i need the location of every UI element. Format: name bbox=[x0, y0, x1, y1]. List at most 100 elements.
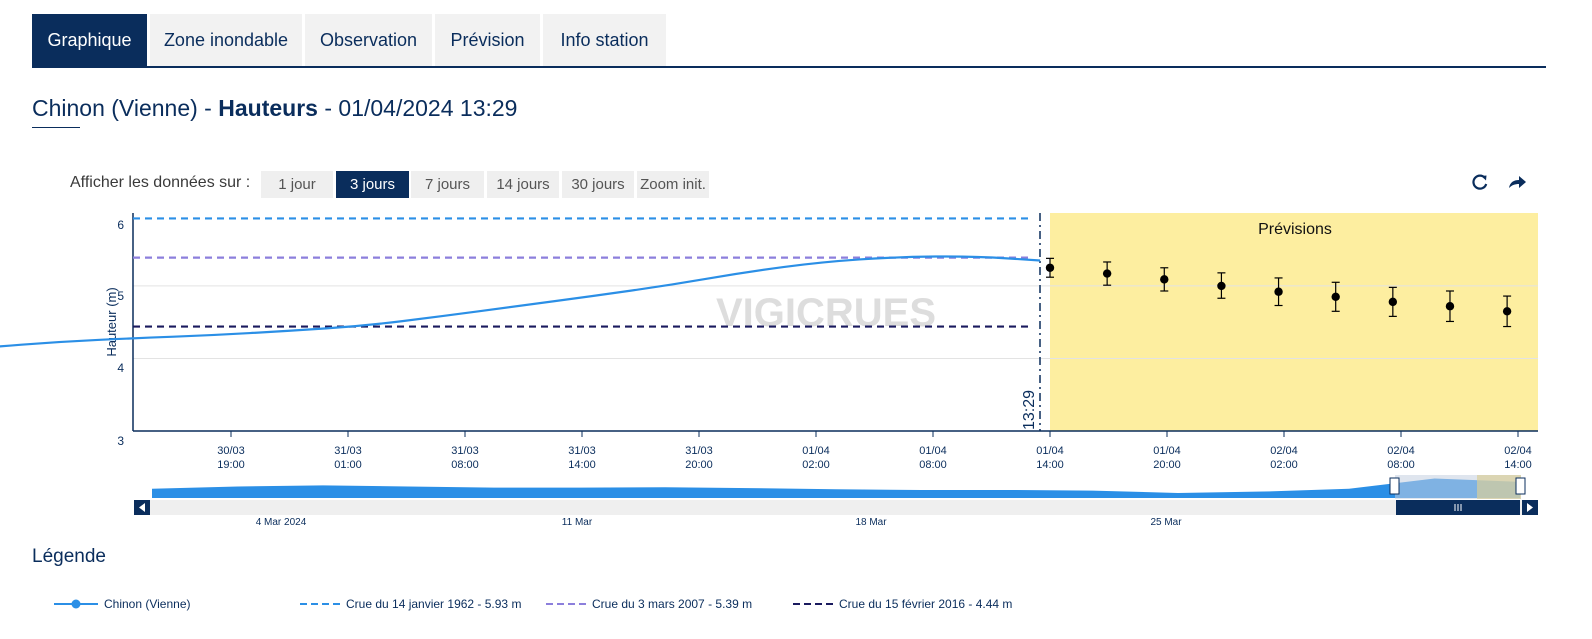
y-tick-label: 3 bbox=[117, 434, 124, 448]
x-tick-label: 02/04 bbox=[1387, 445, 1415, 457]
zoom-init-button[interactable]: Zoom init. bbox=[637, 171, 709, 198]
legend-item-chinon[interactable]: Chinon (Vienne) bbox=[54, 596, 191, 612]
forecast-marker bbox=[1102, 269, 1112, 278]
x-tick-label: 20:00 bbox=[685, 459, 713, 471]
legend-label: Crue du 14 janvier 1962 - 5.93 m bbox=[346, 597, 522, 611]
x-tick-label: 08:00 bbox=[1387, 459, 1415, 471]
x-tick-labels: 30/03 19:00 31/03 01:00 31/03 08:00 31/03 14:00… bbox=[217, 431, 1532, 471]
legend-item-crue-1962[interactable]: Crue du 14 janvier 1962 - 5.93 m bbox=[300, 596, 521, 612]
tab-zone-inondable[interactable]: Zone inondable bbox=[150, 14, 302, 66]
y-gridlines bbox=[133, 285, 1538, 359]
x-tick-label: 02/04 bbox=[1504, 445, 1532, 457]
tab-prevision[interactable]: Prévision bbox=[435, 14, 540, 66]
measure-name: Hauteurs bbox=[218, 95, 318, 121]
forecast-label: Prévisions bbox=[1258, 221, 1332, 238]
x-tick-label: 01/04 bbox=[802, 445, 830, 457]
refresh-icon[interactable] bbox=[1469, 171, 1491, 193]
observed-series-line bbox=[0, 255, 1041, 348]
forecast-marker bbox=[1502, 307, 1512, 316]
x-tick-label: 02:00 bbox=[1270, 459, 1298, 471]
forecast-marker bbox=[1160, 275, 1169, 284]
tab-info-station[interactable]: Info station bbox=[543, 14, 666, 66]
forecast-marker bbox=[1217, 281, 1226, 291]
forecast-marker bbox=[1045, 263, 1055, 272]
y-axis-label: Hauteur (m) bbox=[104, 287, 119, 356]
range-1-jour-button[interactable]: 1 jour bbox=[261, 171, 333, 198]
x-tick-label: 01/04 bbox=[1036, 445, 1064, 457]
x-tick-label: 02/04 bbox=[1270, 445, 1298, 457]
range-label: Afficher les données sur : bbox=[70, 174, 251, 191]
navigator-label: 25 Mar bbox=[1150, 517, 1182, 528]
legend-line-marker-icon bbox=[54, 599, 98, 609]
forecast-point[interactable] bbox=[1388, 286, 1398, 317]
x-tick-label: 02:00 bbox=[802, 459, 830, 471]
station-name: Chinon (Vienne) bbox=[32, 95, 198, 121]
forecast-point[interactable] bbox=[1045, 257, 1055, 278]
range-14-jours-button[interactable]: 14 jours bbox=[487, 171, 559, 198]
x-tick-label: 08:00 bbox=[919, 459, 947, 471]
legend-item-crue-2007[interactable]: Crue du 3 mars 2007 - 5.39 m bbox=[546, 596, 752, 612]
arrow-left-icon bbox=[139, 503, 145, 512]
forecast-points bbox=[1045, 257, 1512, 328]
x-tick-label: 08:00 bbox=[451, 459, 479, 471]
x-tick-label: 31/03 bbox=[568, 445, 596, 457]
legend-dashed-line-icon bbox=[300, 603, 340, 605]
legend-title: Légende bbox=[32, 546, 106, 567]
forecast-point[interactable] bbox=[1102, 261, 1112, 286]
tab-graphique[interactable]: Graphique bbox=[32, 14, 147, 66]
y-tick-label: 5 bbox=[117, 289, 124, 303]
forecast-marker bbox=[1274, 287, 1283, 296]
navigator-handle-right[interactable] bbox=[1515, 477, 1526, 495]
navigator-forecast-zone bbox=[1477, 475, 1521, 499]
x-tick-label: 01:00 bbox=[334, 459, 362, 471]
y-tick-label: 4 bbox=[117, 361, 124, 375]
legend-label: Crue du 15 février 2016 - 4.44 m bbox=[839, 597, 1013, 611]
forecast-point[interactable] bbox=[1502, 295, 1512, 328]
range-3-jours-button[interactable]: 3 jours bbox=[336, 171, 409, 198]
y-tick-labels: 6 5 4 3 bbox=[117, 218, 124, 448]
now-label: 13:29 bbox=[1021, 390, 1038, 430]
range-30-jours-button[interactable]: 30 jours bbox=[562, 171, 634, 198]
page-title: Chinon (Vienne) - Hauteurs - 01/04/2024 … bbox=[32, 95, 517, 122]
navigator-series-area bbox=[152, 478, 1520, 498]
forecast-point[interactable] bbox=[1217, 272, 1226, 299]
legend-label: Chinon (Vienne) bbox=[104, 597, 191, 611]
forecast-point[interactable] bbox=[1445, 290, 1455, 323]
range-7-jours-button[interactable]: 7 jours bbox=[411, 171, 484, 198]
x-tick-label: 31/03 bbox=[334, 445, 362, 457]
x-tick-label: 30/03 bbox=[217, 445, 245, 457]
forecast-point[interactable] bbox=[1274, 277, 1283, 307]
x-tick-label: 01/04 bbox=[919, 445, 947, 457]
forecast-zone bbox=[1050, 213, 1538, 431]
legend-dashed-line-icon bbox=[546, 603, 586, 605]
tab-bar: Graphique Zone inondable Observation Pré… bbox=[32, 14, 1546, 68]
navigator-label: 18 Mar bbox=[855, 517, 887, 528]
x-tick-label: 14:00 bbox=[568, 459, 596, 471]
x-tick-label: 20:00 bbox=[1153, 459, 1181, 471]
grip-icon bbox=[1454, 504, 1462, 511]
legend-item-crue-2016[interactable]: Crue du 15 février 2016 - 4.44 m bbox=[793, 596, 1012, 612]
forecast-marker bbox=[1388, 297, 1398, 307]
forecast-marker bbox=[1445, 302, 1455, 311]
forecast-point[interactable] bbox=[1160, 267, 1169, 292]
y-tick-label: 6 bbox=[117, 218, 124, 232]
navigator-label: 4 Mar 2024 bbox=[256, 517, 307, 528]
tab-observation[interactable]: Observation bbox=[305, 14, 432, 66]
x-tick-label: 14:00 bbox=[1504, 459, 1532, 471]
title-datetime: 01/04/2024 13:29 bbox=[338, 95, 518, 121]
x-tick-label: 14:00 bbox=[1036, 459, 1064, 471]
arrow-right-icon bbox=[1527, 503, 1533, 512]
x-tick-label: 31/03 bbox=[451, 445, 479, 457]
navigator-label: 11 Mar bbox=[562, 517, 593, 528]
share-icon[interactable] bbox=[1506, 171, 1528, 193]
scrollbar-track[interactable] bbox=[134, 500, 1538, 515]
legend-dashed-line-icon bbox=[793, 603, 833, 605]
navigator-labels: 4 Mar 2024 11 Mar 18 Mar 25 Mar bbox=[256, 517, 1183, 528]
navigator-handle-left[interactable] bbox=[1389, 477, 1400, 495]
title-separator: - bbox=[317, 95, 339, 121]
watermark: VIGICRUES bbox=[716, 291, 936, 335]
forecast-point[interactable] bbox=[1331, 281, 1340, 312]
x-tick-label: 19:00 bbox=[217, 459, 245, 471]
x-tick-label: 01/04 bbox=[1153, 445, 1181, 457]
forecast-marker bbox=[1331, 292, 1340, 301]
